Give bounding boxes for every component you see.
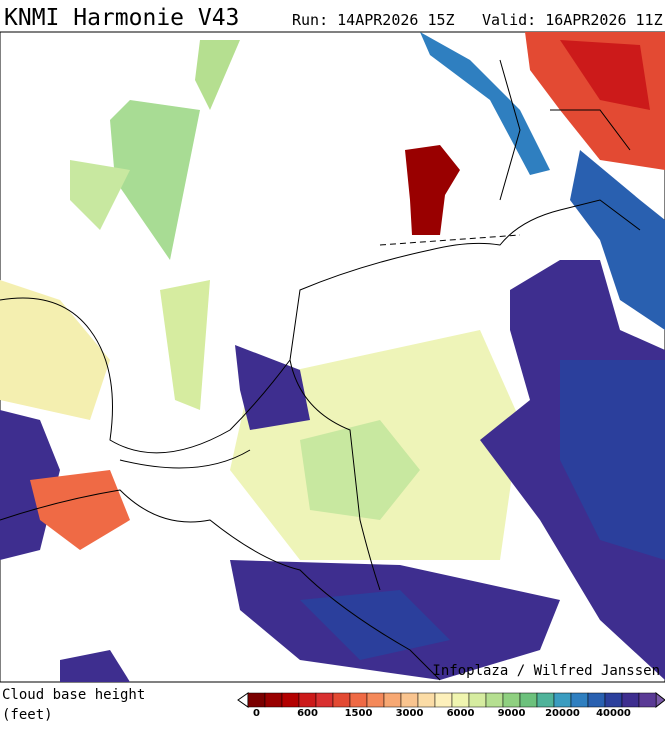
colorbar-swatch	[621, 692, 640, 708]
colorbar-swatch	[638, 692, 657, 708]
colorbar-swatch	[332, 692, 351, 708]
colorbar-label: 1500	[345, 708, 373, 719]
field	[30, 470, 130, 550]
colorbar-label: 40000	[596, 708, 631, 719]
colorbar-label: 20000	[545, 708, 580, 719]
colorbar-swatch	[604, 692, 623, 708]
colorbar: 0 600 1500 3000 6000 9000 20000 40000	[247, 692, 657, 719]
colorbar-swatch	[417, 692, 436, 708]
colorbar-swatch	[400, 692, 419, 708]
field	[300, 420, 420, 520]
field	[405, 145, 460, 235]
colorbar-swatch	[366, 692, 385, 708]
legend-unit: (feet)	[2, 707, 53, 723]
field	[110, 100, 200, 260]
colorbar-swatch	[485, 692, 504, 708]
credit: Infoplaza / Wilfred Janssen	[432, 663, 660, 679]
colorbar-label: 3000	[396, 708, 424, 719]
colorbar-swatch	[553, 692, 572, 708]
run-time: Run: 14APR2026 15Z	[292, 11, 455, 29]
colorbar-label: 0	[253, 708, 260, 719]
valid-time: Valid: 16APR2026 11Z	[482, 11, 663, 29]
colorbar-arrow	[237, 692, 249, 708]
colorbar-swatch	[264, 692, 283, 708]
border	[379, 234, 521, 246]
colorbar-swatch	[502, 692, 521, 708]
colorbar-label: 600	[297, 708, 318, 719]
legend-title: Cloud base height	[2, 687, 145, 703]
field	[60, 650, 130, 682]
colorbar-swatch	[451, 692, 470, 708]
colorbar-swatch	[536, 692, 555, 708]
colorbar-swatch	[349, 692, 368, 708]
field	[0, 280, 110, 420]
colorbar-label: 9000	[498, 708, 526, 719]
colorbar-swatch	[315, 692, 334, 708]
colorbar-swatch	[247, 692, 266, 708]
colorbar-swatch	[298, 692, 317, 708]
field	[300, 590, 450, 660]
coastline	[0, 59, 641, 681]
field	[70, 160, 130, 230]
map	[0, 31, 665, 683]
colorbar-swatch	[281, 692, 300, 708]
title: KNMI Harmonie V43	[4, 5, 239, 31]
field	[560, 360, 665, 560]
colorbar-swatch	[383, 692, 402, 708]
colorbar-label: 6000	[447, 708, 475, 719]
colorbar-swatch	[570, 692, 589, 708]
colorbar-swatch	[468, 692, 487, 708]
colorbar-swatch	[434, 692, 453, 708]
colorbar-swatch	[519, 692, 538, 708]
field	[195, 40, 240, 110]
field	[160, 280, 210, 410]
colorbar-swatch	[587, 692, 606, 708]
field	[570, 150, 665, 330]
field	[235, 345, 310, 430]
colorbar-arrow	[655, 691, 665, 709]
field	[560, 40, 650, 110]
